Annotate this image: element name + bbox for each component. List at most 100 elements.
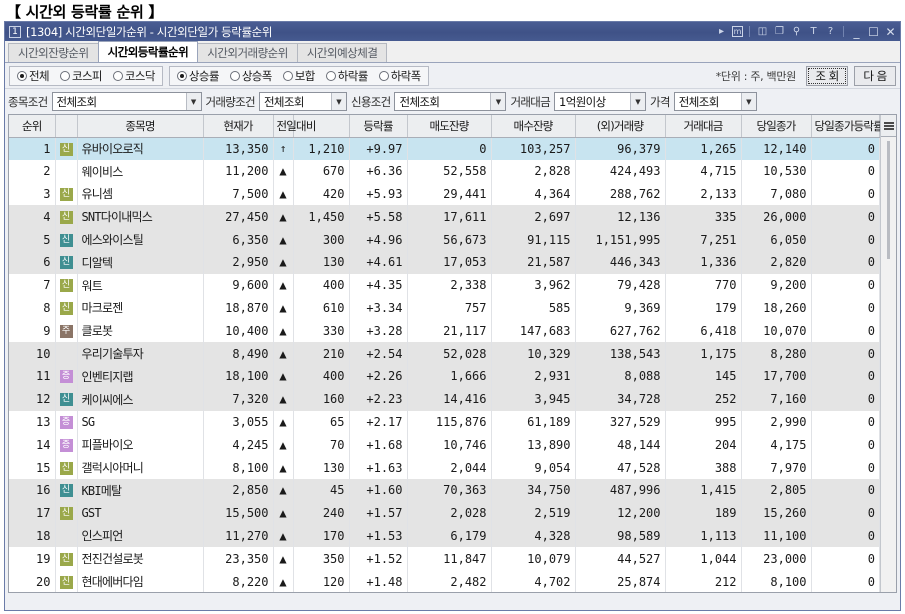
cell-badge: 신 [55, 273, 78, 297]
cell-ask-remain: 14,416 [407, 387, 492, 411]
table-row[interactable]: 1 신 유바이오로직 13,350 ↑ 1,210 +9.97 0 103,257 96,379 1… [9, 137, 880, 160]
table-row[interactable]: 5 신 에스와이스틸 6,350 ▲ 300 +4.96 56,673 91,115 1,151,… [9, 228, 880, 251]
table-row[interactable]: 12 신 케이씨에스 7,320 ▲ 160 +2.23 14,416 3,945 34,728 2… [9, 387, 880, 411]
cell-ask-remain: 757 [407, 296, 492, 320]
cell-change-rate: +2.26 [349, 364, 408, 388]
table-body: 1 신 유바이오로직 13,350 ↑ 1,210 +9.97 0 103,257 96,379 1… [9, 137, 880, 592]
sort-radio-2[interactable]: 보합 [282, 68, 315, 84]
table-row[interactable]: 15 신 갤럭시아머니 8,100 ▲ 130 +1.63 2,044 9,054 47,528 3… [9, 456, 880, 479]
chevron-down-icon[interactable]: ▼ [490, 93, 506, 110]
scrollbar-thumb[interactable] [887, 141, 890, 259]
column-header-8[interactable]: 매수잔량 [491, 115, 576, 138]
more-arrow-icon[interactable]: ▸ [718, 25, 725, 37]
table-row[interactable]: 18 인스피언 11,270 ▲ 170 +1.53 6,179 4,328 98,589 1,1… [9, 524, 880, 548]
table-row[interactable]: 8 신 마크로젠 18,870 ▲ 610 +3.34 757 585 9,369 179 18,26… [9, 296, 880, 320]
cell-change-rate: +9.97 [349, 137, 408, 160]
table-row[interactable]: 17 신 GST 15,500 ▲ 240 +1.57 2,028 2,519 12,200 189… [9, 501, 880, 525]
close-icon[interactable]: ✕ [885, 24, 896, 39]
table-row[interactable]: 14 증 피플바이오 4,245 ▲ 70 +1.68 10,746 13,890 48,144 2… [9, 433, 880, 457]
column-header-11[interactable]: 당일종가 [741, 115, 812, 138]
market-radio-1[interactable]: 코스피 [59, 68, 103, 84]
help-icon[interactable]: ? [827, 25, 834, 37]
sort-radio-3[interactable]: 하락률 [325, 68, 368, 84]
cell-trade-amount: 1,415 [665, 478, 742, 502]
column-header-3[interactable]: 현재가 [203, 115, 274, 138]
filter-select-1[interactable]: 전체조회 ▼ [258, 92, 347, 111]
cell-trade-amount: 388 [665, 456, 742, 479]
stock-type-badge: 증 [59, 438, 73, 452]
cell-badge: 증 [55, 364, 78, 388]
chevron-down-icon[interactable]: ▼ [330, 93, 346, 110]
column-header-9[interactable]: (외)거래량 [575, 115, 666, 138]
table-row[interactable]: 2 웨이비스 11,200 ▲ 670 +6.36 52,558 2,828 424,493 4,… [9, 159, 880, 183]
pin-icon[interactable]: ⚲ [792, 25, 801, 37]
cell-stock-name: 전진건설로봇 [77, 547, 204, 571]
text-size-icon[interactable]: T [810, 25, 817, 37]
sort-radio-4[interactable]: 하락폭 [378, 68, 421, 84]
table-row[interactable]: 9 주 클로봇 10,400 ▲ 330 +3.28 21,117 147,683 627,762… [9, 319, 880, 343]
cell-change-rate: +5.93 [349, 182, 408, 206]
table-row[interactable]: 6 신 디알텍 2,950 ▲ 130 +4.61 17,053 21,587 446,343 1,… [9, 250, 880, 274]
cell-day-close-rate: 0 [811, 524, 880, 548]
radio-dot-icon [59, 70, 70, 81]
column-header-12[interactable]: 당일종가등락률 [811, 115, 880, 138]
cell-rank: 6 [9, 250, 56, 274]
column-header-5[interactable] [293, 115, 350, 138]
market-radio-0[interactable]: 전체 [17, 68, 50, 84]
table-row[interactable]: 16 신 KBI메탈 2,850 ▲ 45 +1.60 70,363 34,750 487,996… [9, 478, 880, 502]
chevron-down-icon[interactable]: ▼ [740, 93, 756, 110]
column-settings-icon[interactable] [881, 115, 896, 137]
table-row[interactable]: 11 증 인벤티지랩 18,100 ▲ 400 +2.26 1,666 2,931 8,088 14… [9, 364, 880, 388]
cell-day-close: 9,200 [741, 273, 812, 297]
filter-select-4[interactable]: 전체조회 ▼ [673, 92, 757, 111]
sort-radio-0[interactable]: 상승률 [176, 68, 219, 84]
chevron-down-icon[interactable]: ▼ [630, 93, 645, 110]
memo-icon[interactable]: m [732, 26, 743, 37]
titlebar-divider [749, 26, 750, 37]
copy-window-icon[interactable]: ❐ [775, 25, 784, 37]
cell-trade-amount: 1,044 [665, 547, 742, 571]
cell-ask-remain: 70,363 [407, 478, 492, 502]
split-window-icon[interactable]: ◫ [757, 25, 768, 37]
column-header-1[interactable] [55, 115, 78, 138]
stock-type-badge: 신 [59, 507, 73, 521]
market-radio-2[interactable]: 코스닥 [112, 68, 155, 84]
column-header-0[interactable]: 순위 [9, 115, 56, 138]
cell-change-amount: 300 [293, 228, 350, 251]
cell-foreign-volume: 288,762 [575, 182, 666, 206]
maximize-icon[interactable]: ☐ [868, 24, 879, 39]
tab-2[interactable]: 시간외거래량순위 [197, 43, 298, 62]
cell-change-rate: +3.34 [349, 296, 408, 320]
table-row[interactable]: 19 신 전진건설로봇 23,350 ▲ 350 +1.52 11,847 10,079 44,5… [9, 547, 880, 571]
tab-1[interactable]: 시간외등락률순위 [97, 41, 199, 62]
column-header-7[interactable]: 매도잔량 [407, 115, 492, 138]
tab-0[interactable]: 시간외잔량순위 [8, 43, 99, 62]
table-row[interactable]: 10 우리기술투자 8,490 ▲ 210 +2.54 52,028 10,329 138,54… [9, 342, 880, 365]
cell-bid-remain: 13,890 [491, 433, 576, 457]
table-row[interactable]: 7 신 워트 9,600 ▲ 400 +4.35 2,338 3,962 79,428 770 9,2… [9, 273, 880, 297]
column-header-6[interactable]: 등락률 [349, 115, 408, 138]
filter-select-0[interactable]: 전체조회 ▼ [51, 92, 202, 111]
column-header-4[interactable]: 전일대비 [273, 115, 316, 138]
minimize-icon[interactable]: _ [853, 24, 860, 39]
cell-badge: 신 [55, 296, 78, 320]
column-header-2[interactable]: 종목명 [77, 115, 204, 138]
next-button[interactable]: 다 음 [854, 65, 896, 86]
window-title: [1304] 시간외단일가순위 - 시간외단일가 등락률순위 [26, 24, 273, 39]
sort-radio-1[interactable]: 상승폭 [229, 68, 272, 84]
tab-3[interactable]: 시간외예상체결 [296, 43, 388, 62]
chevron-down-icon[interactable]: ▼ [185, 93, 201, 110]
option-bar: 전체 코스피 코스닥 상승률 상승폭 보합 하락률 하락폭 *단위 : 주, 백만원 조 회… [5, 63, 900, 89]
table-row[interactable]: 3 신 유니셈 7,500 ▲ 420 +5.93 29,441 4,364 288,762 2,1… [9, 182, 880, 206]
filter-select-3[interactable]: 1억원이상 ▼ [554, 92, 646, 111]
table-row[interactable]: 4 신 SNT다이내믹스 27,450 ▲ 1,450 +5.58 17,611 2,697 12… [9, 205, 880, 229]
query-button[interactable]: 조 회 [806, 65, 848, 86]
table-row[interactable]: 20 신 현대에버다임 8,220 ▲ 120 +1.48 2,482 4,702 25,874 2… [9, 570, 880, 592]
column-header-10[interactable]: 거래대금 [665, 115, 742, 138]
vertical-scrollbar[interactable] [880, 115, 896, 592]
tab-bar: 시간외잔량순위 시간외등락률순위 시간외거래량순위 시간외예상체결 [5, 41, 900, 63]
table-row[interactable]: 13 증 SG 3,055 ▲ 65 +2.17 115,876 61,189 327,529 99… [9, 410, 880, 434]
cell-stock-name: 우리기술투자 [77, 342, 204, 365]
filter-select-2[interactable]: 전체조회 ▼ [394, 92, 507, 111]
cell-bid-remain: 2,931 [491, 364, 576, 388]
